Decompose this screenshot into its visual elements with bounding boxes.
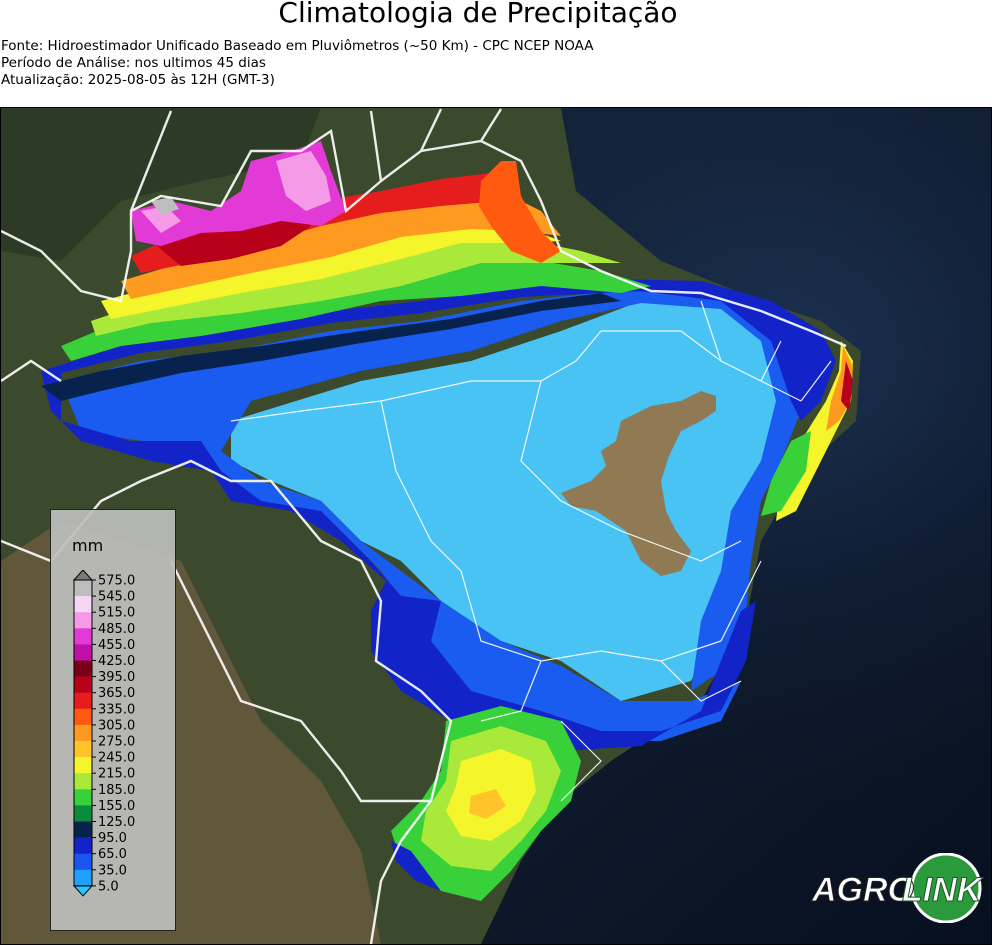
- colorbar-segment: [74, 741, 92, 758]
- colorbar-segment: [74, 724, 92, 742]
- source-line: Fonte: Hidroestimador Unificado Baseado …: [1, 38, 594, 54]
- colorbar-tick-label: 95.0: [98, 831, 127, 846]
- colorbar-tick-label: 305.0: [98, 718, 135, 733]
- colorbar-segment: [74, 805, 92, 822]
- colorbar-tick-label: 545.0: [98, 590, 135, 605]
- colorbar-segment: [74, 692, 92, 710]
- updated-line: Atualização: 2025-08-05 às 12H (GMT-3): [1, 72, 275, 88]
- colorbar-segment: [74, 660, 92, 677]
- colorbar-tick-label: 335.0: [98, 702, 135, 717]
- precipitation-fields: [41, 141, 853, 901]
- colorbar-arrow-top: [72, 570, 94, 581]
- colorbar-segment: [74, 628, 92, 645]
- colorbar-segment: [74, 837, 92, 854]
- colorbar-tick-label: 515.0: [98, 606, 135, 621]
- colorbar-tick-label: 185.0: [98, 783, 135, 798]
- colorbar-tick-label: 5.0: [98, 879, 119, 894]
- colorbar-segment: [74, 789, 92, 806]
- colorbar-tick-label: 575.0: [98, 574, 135, 589]
- colorbar-tick-label: 275.0: [98, 735, 135, 750]
- no-data-region: [561, 391, 716, 576]
- colorbar-segment: [74, 644, 92, 661]
- colorbar-tick-label: 35.0: [98, 863, 127, 878]
- period-line: Período de Análise: nos ultimos 45 dias: [1, 55, 266, 71]
- colorbar-tick-label: 215.0: [98, 767, 135, 782]
- colorbar-segment: [74, 580, 92, 597]
- colorbar-tick-label: 125.0: [98, 815, 135, 830]
- colorbar-segment: [74, 869, 92, 887]
- colorbar-tick-label: 485.0: [98, 622, 135, 637]
- colorbar-arrow-bottom: [72, 885, 94, 897]
- colorbar-tick-label: 455.0: [98, 638, 135, 653]
- colorbar-segment: [74, 596, 92, 613]
- colorbar-segment: [74, 708, 92, 726]
- agrolink-logo: AGRO LINK: [811, 853, 984, 923]
- logo-text-right: LINK: [902, 871, 984, 909]
- colorbar-tick-label: 245.0: [98, 751, 135, 766]
- colorbar-tick-label: 365.0: [98, 686, 135, 701]
- colorbar-segment: [74, 612, 92, 629]
- page-title: Climatologia de Precipitação: [278, 0, 678, 29]
- legend-unit: mm: [72, 536, 104, 555]
- colorbar-tick-label: 395.0: [98, 670, 135, 685]
- colorbar-segment: [74, 853, 92, 871]
- political-borders: [1, 108, 847, 944]
- colorbar-tick-label: 155.0: [98, 799, 135, 814]
- colorbar-tick-label: 425.0: [98, 654, 135, 669]
- colorbar-segment: [74, 821, 92, 838]
- colorbar-segment: [74, 757, 92, 774]
- colorbar-segment: [74, 676, 92, 693]
- colorbar-tick-label: 65.0: [98, 847, 127, 862]
- legend-panel: [50, 509, 176, 931]
- legend-colorbar: 575.0545.0515.0485.0455.0425.0395.0365.0…: [72, 570, 135, 897]
- colorbar-segment: [74, 773, 92, 790]
- logo-text-left: AGRO: [811, 871, 914, 909]
